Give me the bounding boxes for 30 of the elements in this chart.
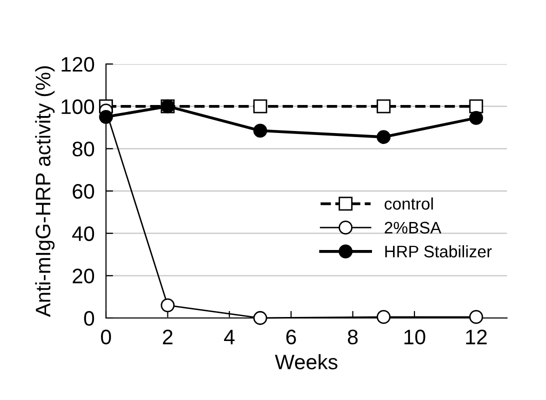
point [469,99,484,114]
point [376,130,391,144]
y-tick-label: 40 [72,226,94,242]
y-tick-label: 80 [72,142,94,156]
x-axis-title: Weeks [274,354,338,370]
point [469,111,484,125]
y-axis-title: Anti-mIgG-HRP activity (%) [35,66,55,317]
point [253,311,268,325]
y-tick-label: 100 [62,99,94,114]
y-tick-label: 120 [62,57,94,72]
point [160,298,175,312]
x-tick-label: 4 [224,330,235,344]
y-tick-label: 20 [72,268,94,284]
y-tick-label: 60 [72,184,94,199]
x-tick-label: 12 [466,330,487,344]
x-tick-label: 2 [162,330,172,344]
point [99,110,113,124]
point [376,310,391,324]
point [376,99,391,114]
legend-label: 2%BSA [384,222,442,234]
point [253,124,268,138]
x-tick-label: 10 [404,330,426,344]
x-tick-label: 8 [348,330,358,344]
point [253,99,268,114]
legend-label: HRP Stabilizer [385,245,492,258]
x-tick-label: 0 [101,330,111,344]
legend-label: control [384,197,433,210]
point [469,310,484,324]
x-tick-label: 6 [286,330,296,344]
y-tick-label: 0 [84,311,94,326]
